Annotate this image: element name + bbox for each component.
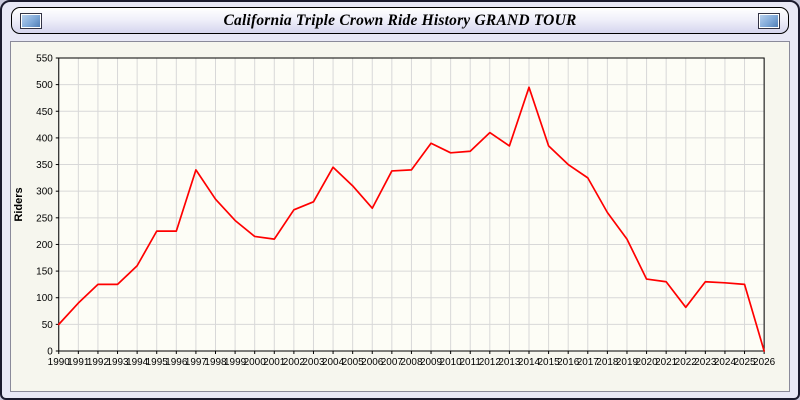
svg-text:1993: 1993 — [106, 357, 129, 368]
svg-text:1990: 1990 — [48, 357, 71, 368]
svg-text:2006: 2006 — [361, 357, 384, 368]
svg-text:2024: 2024 — [714, 357, 737, 368]
svg-text:2026: 2026 — [753, 357, 776, 368]
svg-text:2004: 2004 — [322, 357, 345, 368]
svg-text:50: 50 — [42, 320, 54, 331]
svg-text:2016: 2016 — [557, 357, 580, 368]
svg-text:2000: 2000 — [244, 357, 267, 368]
svg-text:2007: 2007 — [381, 357, 404, 368]
svg-text:2013: 2013 — [498, 357, 521, 368]
svg-text:1995: 1995 — [146, 357, 169, 368]
svg-text:500: 500 — [36, 80, 53, 91]
svg-text:1996: 1996 — [165, 357, 188, 368]
svg-text:Riders: Riders — [13, 187, 25, 221]
title-bar: California Triple Crown Ride History GRA… — [11, 7, 789, 34]
svg-text:1991: 1991 — [67, 357, 90, 368]
svg-text:2018: 2018 — [596, 357, 619, 368]
svg-text:2023: 2023 — [694, 357, 717, 368]
header-left-image-icon[interactable] — [20, 12, 42, 29]
svg-text:1992: 1992 — [87, 357, 110, 368]
svg-text:2002: 2002 — [283, 357, 306, 368]
svg-text:200: 200 — [36, 240, 53, 251]
svg-text:2010: 2010 — [440, 357, 463, 368]
svg-text:2021: 2021 — [655, 357, 678, 368]
svg-text:2008: 2008 — [400, 357, 423, 368]
svg-text:2022: 2022 — [675, 357, 698, 368]
svg-text:350: 350 — [36, 160, 53, 171]
svg-text:2014: 2014 — [518, 357, 541, 368]
svg-text:1998: 1998 — [204, 357, 227, 368]
svg-text:2009: 2009 — [420, 357, 443, 368]
svg-text:150: 150 — [36, 267, 53, 278]
svg-text:2017: 2017 — [577, 357, 600, 368]
page-title: California Triple Crown Ride History GRA… — [223, 11, 577, 29]
header-right-image-icon[interactable] — [758, 12, 780, 29]
svg-text:2019: 2019 — [616, 357, 639, 368]
svg-text:2005: 2005 — [342, 357, 365, 368]
svg-text:1999: 1999 — [224, 357, 247, 368]
svg-text:450: 450 — [36, 107, 53, 118]
svg-text:2020: 2020 — [636, 357, 659, 368]
svg-text:2015: 2015 — [538, 357, 561, 368]
svg-text:2025: 2025 — [733, 357, 756, 368]
svg-text:250: 250 — [36, 213, 53, 224]
svg-text:2012: 2012 — [479, 357, 502, 368]
chart-panel: 0 50 100 150 200 250 300 350 400 450 500 550 1990 199… — [10, 41, 790, 392]
svg-text:2011: 2011 — [460, 357, 482, 368]
svg-text:2001: 2001 — [263, 357, 286, 368]
svg-text:1994: 1994 — [126, 357, 149, 368]
svg-text:0: 0 — [47, 346, 53, 357]
svg-text:1997: 1997 — [185, 357, 208, 368]
ride-history-line-chart: 0501001502002503003504004505005501990199… — [13, 53, 776, 368]
svg-text:2003: 2003 — [302, 357, 325, 368]
svg-text:400: 400 — [36, 133, 53, 144]
svg-text:300: 300 — [36, 187, 53, 198]
svg-text:550: 550 — [36, 53, 53, 64]
svg-text:100: 100 — [36, 293, 53, 304]
